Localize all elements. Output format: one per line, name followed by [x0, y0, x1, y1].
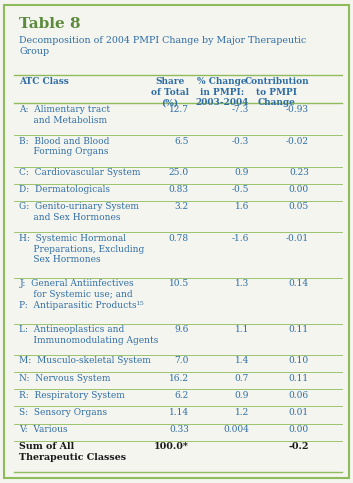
- Text: 10.5: 10.5: [169, 279, 189, 288]
- Text: D:  Dermatologicals: D: Dermatologicals: [19, 185, 110, 194]
- Text: Sum of All
Therapeutic Classes: Sum of All Therapeutic Classes: [19, 442, 126, 462]
- Text: -0.3: -0.3: [232, 137, 249, 146]
- Text: 1.3: 1.3: [235, 279, 249, 288]
- Text: 0.9: 0.9: [234, 391, 249, 400]
- Text: Table 8: Table 8: [19, 17, 81, 31]
- Text: 9.6: 9.6: [174, 325, 189, 334]
- Text: H:  Systemic Hormonal
     Preparations, Excluding
     Sex Hormones: H: Systemic Hormonal Preparations, Exclu…: [19, 234, 145, 264]
- Text: 0.00: 0.00: [289, 185, 309, 194]
- Text: S:  Sensory Organs: S: Sensory Organs: [19, 408, 108, 417]
- Text: 0.23: 0.23: [289, 168, 309, 177]
- Text: 100.0*: 100.0*: [154, 442, 189, 451]
- Text: J:  General Antiinfectives
     for Systemic use; and
P:  Antiparasitic Products: J: General Antiinfectives for Systemic u…: [19, 279, 144, 310]
- Text: 0.83: 0.83: [169, 185, 189, 194]
- Text: M:  Musculo-skeletal System: M: Musculo-skeletal System: [19, 356, 151, 366]
- Text: Contribution
to PMPI
Change: Contribution to PMPI Change: [244, 77, 309, 107]
- Text: -0.01: -0.01: [286, 234, 309, 243]
- Text: C:  Cardiovascular System: C: Cardiovascular System: [19, 168, 141, 177]
- Text: -0.5: -0.5: [231, 185, 249, 194]
- Text: 0.11: 0.11: [289, 373, 309, 383]
- Text: 25.0: 25.0: [169, 168, 189, 177]
- Text: 3.2: 3.2: [175, 202, 189, 212]
- Text: 0.01: 0.01: [289, 408, 309, 417]
- Text: 6.5: 6.5: [174, 137, 189, 146]
- Text: N:  Nervous System: N: Nervous System: [19, 373, 111, 383]
- Text: 6.2: 6.2: [175, 391, 189, 400]
- Text: A:  Alimentary tract
     and Metabolism: A: Alimentary tract and Metabolism: [19, 105, 110, 125]
- Text: -1.6: -1.6: [232, 234, 249, 243]
- Text: 0.004: 0.004: [223, 425, 249, 434]
- Text: L:  Antineoplastics and
     Immunomodulating Agents: L: Antineoplastics and Immunomodulating …: [19, 325, 159, 345]
- Text: 0.78: 0.78: [169, 234, 189, 243]
- Text: 7.0: 7.0: [174, 356, 189, 366]
- Text: 0.00: 0.00: [289, 425, 309, 434]
- Text: Decomposition of 2004 PMPI Change by Major Therapeutic
Group: Decomposition of 2004 PMPI Change by Maj…: [19, 36, 307, 57]
- Text: 1.6: 1.6: [234, 202, 249, 212]
- Text: 12.7: 12.7: [169, 105, 189, 114]
- Text: V:  Various: V: Various: [19, 425, 68, 434]
- Text: 0.11: 0.11: [289, 325, 309, 334]
- Text: 1.1: 1.1: [234, 325, 249, 334]
- Text: 0.9: 0.9: [234, 168, 249, 177]
- Text: 0.7: 0.7: [234, 373, 249, 383]
- Text: 1.2: 1.2: [235, 408, 249, 417]
- Text: 0.10: 0.10: [289, 356, 309, 366]
- Text: -0.2: -0.2: [288, 442, 309, 451]
- Text: -0.93: -0.93: [286, 105, 309, 114]
- Text: 16.2: 16.2: [169, 373, 189, 383]
- Text: % Change
in PMPI:
2003-2004: % Change in PMPI: 2003-2004: [196, 77, 249, 107]
- Text: -0.02: -0.02: [286, 137, 309, 146]
- Text: B:  Blood and Blood
     Forming Organs: B: Blood and Blood Forming Organs: [19, 137, 110, 156]
- Text: 1.4: 1.4: [234, 356, 249, 366]
- Text: 0.06: 0.06: [289, 391, 309, 400]
- Text: Share
of Total
(%): Share of Total (%): [151, 77, 189, 107]
- Text: 1.14: 1.14: [169, 408, 189, 417]
- Text: 0.33: 0.33: [169, 425, 189, 434]
- Text: G:  Genito-urinary System
     and Sex Hormones: G: Genito-urinary System and Sex Hormone…: [19, 202, 139, 222]
- Text: -7.3: -7.3: [232, 105, 249, 114]
- Text: 0.14: 0.14: [289, 279, 309, 288]
- Text: 0.05: 0.05: [289, 202, 309, 212]
- Text: R:  Respiratory System: R: Respiratory System: [19, 391, 125, 400]
- Text: ATC Class: ATC Class: [19, 77, 69, 86]
